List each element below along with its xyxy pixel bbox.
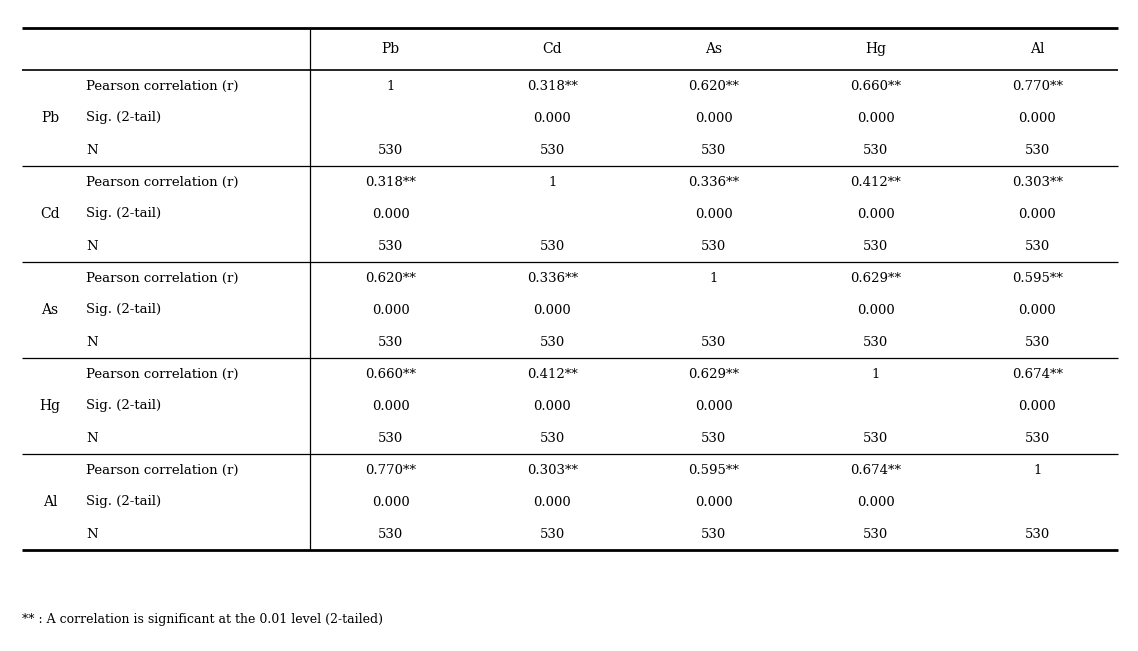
- Text: 0.629**: 0.629**: [688, 368, 740, 380]
- Text: 1: 1: [1033, 464, 1041, 477]
- Text: N: N: [86, 143, 98, 156]
- Text: 0.318**: 0.318**: [365, 176, 417, 189]
- Text: 530: 530: [701, 527, 727, 540]
- Text: 1: 1: [872, 368, 880, 380]
- Text: 530: 530: [863, 143, 889, 156]
- Text: 530: 530: [701, 240, 727, 253]
- Text: N: N: [86, 432, 98, 445]
- Text: 0.660**: 0.660**: [365, 368, 417, 380]
- Text: 530: 530: [1024, 143, 1050, 156]
- Text: Pearson correlation (r): Pearson correlation (r): [86, 271, 239, 284]
- Text: 530: 530: [863, 527, 889, 540]
- Text: Pearson correlation (r): Pearson correlation (r): [86, 176, 239, 189]
- Text: 0.000: 0.000: [372, 495, 410, 508]
- Text: 0.318**: 0.318**: [527, 79, 578, 92]
- Text: 0.000: 0.000: [372, 400, 410, 413]
- Text: 530: 530: [863, 432, 889, 445]
- Text: 0.660**: 0.660**: [850, 79, 901, 92]
- Text: 0.412**: 0.412**: [850, 176, 901, 189]
- Text: 530: 530: [378, 143, 404, 156]
- Text: 0.303**: 0.303**: [1012, 176, 1063, 189]
- Text: 530: 530: [539, 143, 566, 156]
- Text: 0.000: 0.000: [1019, 303, 1056, 316]
- Text: 0.674**: 0.674**: [1012, 368, 1063, 380]
- Text: 530: 530: [539, 527, 566, 540]
- Text: 0.000: 0.000: [1019, 208, 1056, 221]
- Text: 0.595**: 0.595**: [1012, 271, 1063, 284]
- Text: 530: 530: [1024, 527, 1050, 540]
- Text: 0.000: 0.000: [372, 303, 410, 316]
- Text: N: N: [86, 335, 98, 348]
- Text: Sig. (2-tail): Sig. (2-tail): [86, 303, 162, 316]
- Text: As: As: [706, 42, 723, 56]
- Text: 530: 530: [539, 240, 566, 253]
- Text: Sig. (2-tail): Sig. (2-tail): [86, 111, 162, 124]
- Text: 530: 530: [378, 432, 404, 445]
- Text: 1: 1: [387, 79, 395, 92]
- Text: 0.336**: 0.336**: [527, 271, 578, 284]
- Text: Hg: Hg: [40, 399, 60, 413]
- Text: 1: 1: [549, 176, 556, 189]
- Text: 530: 530: [378, 335, 404, 348]
- Text: Hg: Hg: [865, 42, 887, 56]
- Text: Pb: Pb: [381, 42, 399, 56]
- Text: Al: Al: [43, 495, 57, 509]
- Text: 0.000: 0.000: [857, 111, 894, 124]
- Text: 0.000: 0.000: [857, 303, 894, 316]
- Text: Al: Al: [1030, 42, 1045, 56]
- Text: ** : A correlation is significant at the 0.01 level (2-tailed): ** : A correlation is significant at the…: [22, 613, 384, 626]
- Text: 0.000: 0.000: [695, 495, 733, 508]
- Text: Sig. (2-tail): Sig. (2-tail): [86, 400, 162, 413]
- Text: 0.000: 0.000: [695, 208, 733, 221]
- Text: 0.595**: 0.595**: [688, 464, 740, 477]
- Text: 0.000: 0.000: [534, 400, 571, 413]
- Text: 530: 530: [539, 432, 566, 445]
- Text: 530: 530: [701, 335, 727, 348]
- Text: Pb: Pb: [41, 111, 59, 125]
- Text: As: As: [41, 303, 58, 317]
- Text: 0.620**: 0.620**: [365, 271, 417, 284]
- Text: 0.629**: 0.629**: [850, 271, 901, 284]
- Text: 0.770**: 0.770**: [365, 464, 417, 477]
- Text: 0.770**: 0.770**: [1012, 79, 1063, 92]
- Text: 530: 530: [701, 432, 727, 445]
- Text: N: N: [86, 527, 98, 540]
- Text: 0.412**: 0.412**: [527, 368, 578, 380]
- Text: 1: 1: [710, 271, 718, 284]
- Text: 0.000: 0.000: [695, 400, 733, 413]
- Text: 530: 530: [378, 240, 404, 253]
- Text: Pearson correlation (r): Pearson correlation (r): [86, 368, 239, 380]
- Text: 0.000: 0.000: [857, 495, 894, 508]
- Text: 530: 530: [1024, 240, 1050, 253]
- Text: 0.000: 0.000: [534, 303, 571, 316]
- Text: 530: 530: [378, 527, 404, 540]
- Text: Sig. (2-tail): Sig. (2-tail): [86, 208, 162, 221]
- Text: Sig. (2-tail): Sig. (2-tail): [86, 495, 162, 508]
- Text: 0.000: 0.000: [372, 208, 410, 221]
- Text: 530: 530: [1024, 432, 1050, 445]
- Text: Pearson correlation (r): Pearson correlation (r): [86, 79, 239, 92]
- Text: 530: 530: [863, 240, 889, 253]
- Text: 0.674**: 0.674**: [850, 464, 901, 477]
- Text: 530: 530: [863, 335, 889, 348]
- Text: Cd: Cd: [40, 207, 60, 221]
- Text: 530: 530: [1024, 335, 1050, 348]
- Text: Cd: Cd: [543, 42, 562, 56]
- Text: 0.000: 0.000: [534, 495, 571, 508]
- Text: 530: 530: [701, 143, 727, 156]
- Text: 530: 530: [539, 335, 566, 348]
- Text: N: N: [86, 240, 98, 253]
- Text: Pearson correlation (r): Pearson correlation (r): [86, 464, 239, 477]
- Text: 0.000: 0.000: [857, 208, 894, 221]
- Text: 0.000: 0.000: [1019, 111, 1056, 124]
- Text: 0.303**: 0.303**: [527, 464, 578, 477]
- Text: 0.620**: 0.620**: [688, 79, 740, 92]
- Text: 0.000: 0.000: [534, 111, 571, 124]
- Text: 0.336**: 0.336**: [688, 176, 740, 189]
- Text: 0.000: 0.000: [695, 111, 733, 124]
- Text: 0.000: 0.000: [1019, 400, 1056, 413]
